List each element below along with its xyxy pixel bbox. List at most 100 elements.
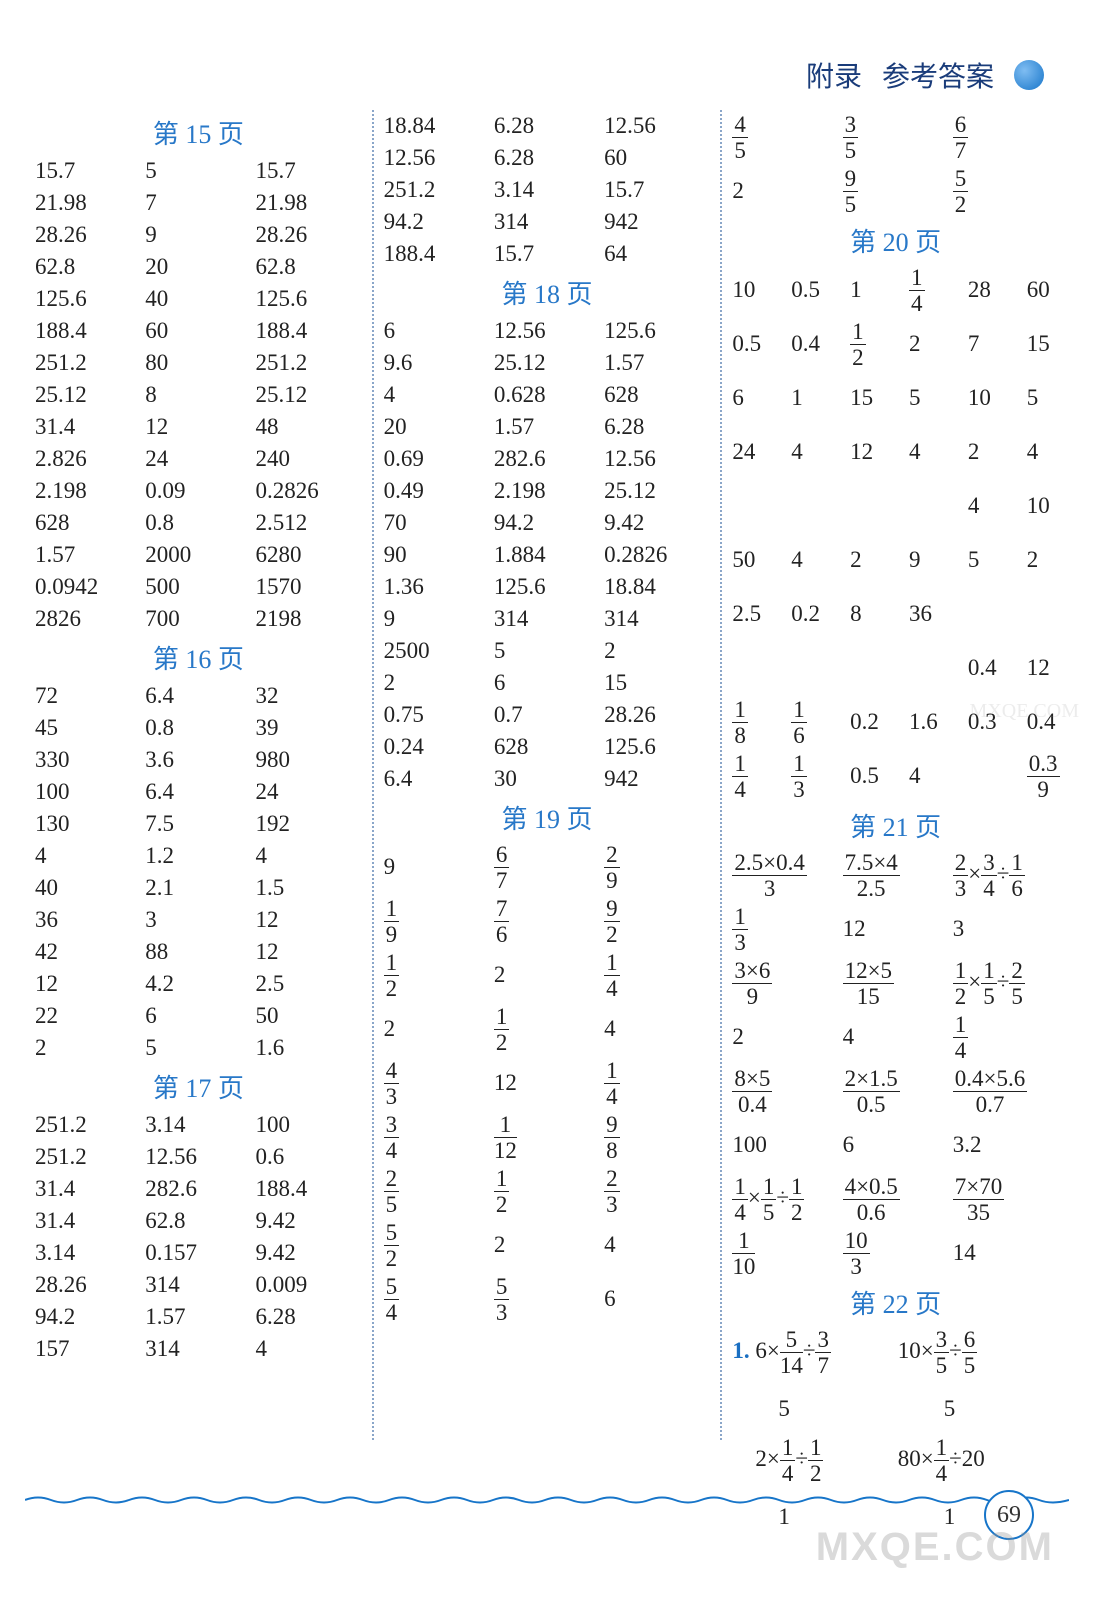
data-row: 62.82062.8 [33, 251, 364, 283]
data-row: 2124 [382, 1002, 713, 1056]
data-cell: 62.8 [143, 1207, 253, 1235]
data-cell: 4 [33, 842, 143, 870]
data-row: 14×15÷124×0.50.67×7035 [730, 1172, 1061, 1226]
data-cell: 188.4 [33, 317, 143, 345]
data-cell: 60 [1025, 276, 1084, 304]
data-cell: 12.56 [143, 1143, 253, 1171]
data-cell: 20 [382, 413, 492, 441]
data-cell: 0.09 [143, 477, 253, 505]
data-cell: 2.5×0.43 [730, 850, 840, 901]
data-cell: 2.5 [730, 600, 789, 628]
data-cell: 94.2 [492, 509, 602, 537]
data-cell: 1.2 [143, 842, 253, 870]
data-cell: 4 [907, 438, 966, 466]
data-cell: 100 [33, 778, 143, 806]
data-cell: 0.5 [730, 330, 789, 358]
data-cell: 0.2 [789, 600, 848, 628]
data-cell: 12.56 [382, 144, 492, 172]
data-row: 3.140.1579.42 [33, 1237, 364, 1269]
data-cell: 2×1.50.5 [841, 1066, 951, 1117]
data-cell: 52 [382, 1220, 492, 1271]
data-cell: 1.57 [143, 1303, 253, 1331]
data-cell: 314 [143, 1335, 253, 1363]
data-cell [730, 667, 789, 669]
data-cell: 6 [143, 1002, 253, 1030]
data-row: 100.51142860 [730, 263, 1061, 317]
data-cell: 8×50.4 [730, 1066, 840, 1117]
data-row: 428812 [33, 936, 364, 968]
data-cell: 9.6 [382, 349, 492, 377]
data-cell: 1 [789, 384, 848, 412]
data-cell: 6.4 [143, 778, 253, 806]
data-cell: 54 [382, 1274, 492, 1325]
data-cell: 2.5 [253, 970, 363, 998]
data-cell: 100 [730, 1131, 840, 1159]
data-cell: 62.8 [33, 253, 143, 281]
data-cell: 125.6 [33, 285, 143, 313]
data-cell: 6 [602, 1285, 712, 1313]
data-row: 1006.424 [33, 776, 364, 808]
data-cell: 0.75 [382, 701, 492, 729]
data-cell: 6 [841, 1131, 951, 1159]
data-cell: 92 [602, 896, 712, 947]
data-row: 9.625.121.57 [382, 347, 713, 379]
data-cell: 188.4 [253, 1175, 363, 1203]
header-dot-icon [1014, 60, 1044, 90]
data-cell: 4 [253, 1335, 363, 1363]
data-row: 251.23.1415.7 [382, 174, 713, 206]
data-row: 251.6 [33, 1032, 364, 1064]
data-cell: 2.198 [33, 477, 143, 505]
data-cell: 25.12 [492, 349, 602, 377]
data-cell: 2 [730, 1023, 840, 1051]
data-cell: 5 [896, 1388, 1061, 1424]
data-cell: 28.26 [602, 701, 712, 729]
data-cell: 628 [602, 381, 712, 409]
data-cell: 4 [382, 381, 492, 409]
data-row: 431214 [382, 1056, 713, 1110]
data-cell: 1.57 [492, 413, 602, 441]
data-cell: 125.6 [602, 733, 712, 761]
data-cell: 500 [143, 573, 253, 601]
data-cell: 3 [951, 915, 1061, 943]
data-row: 6.430942 [382, 763, 713, 795]
section-title: 第 22 页 [730, 1284, 1061, 1321]
data-cell: 1.57 [602, 349, 712, 377]
data-cell: 13 [789, 751, 848, 802]
data-cell: 25.12 [33, 381, 143, 409]
data-cell: 1.57 [33, 541, 143, 569]
column: 18.846.2812.5612.566.2860251.23.1415.794… [372, 110, 721, 1440]
data-cell: 23 [602, 1166, 712, 1217]
data-cell: 0.7 [492, 701, 602, 729]
data-cell: 1.6 [253, 1034, 363, 1062]
data-cell: 14 [730, 751, 789, 802]
data-cell: 2198 [253, 605, 363, 633]
data-cell: 30 [492, 765, 602, 793]
data-cell: 64 [602, 240, 712, 268]
data-cell: 330 [33, 746, 143, 774]
data-row: 251223 [382, 1164, 713, 1218]
data-cell: 1.5 [253, 874, 363, 902]
section-title: 第 17 页 [33, 1068, 364, 1105]
data-row: 25.12825.12 [33, 379, 364, 411]
data-row: 5 5 [730, 1379, 1061, 1433]
data-row: 2×14÷1280×14÷20 [730, 1433, 1061, 1487]
data-cell: 12×515 [841, 958, 951, 1009]
data-row: 1573144 [33, 1333, 364, 1365]
data-cell: 251.2 [33, 349, 143, 377]
data-cell: 2 [492, 961, 602, 989]
data-row: 28.26928.26 [33, 219, 364, 251]
data-row: 31.462.89.42 [33, 1205, 364, 1237]
data-cell: 48 [253, 413, 363, 441]
data-cell: 9 [382, 853, 492, 881]
data-cell: 314 [492, 605, 602, 633]
data-row: 1307.5192 [33, 808, 364, 840]
data-cell [1025, 613, 1084, 615]
data-cell: 282.6 [492, 445, 602, 473]
data-row: 197692 [382, 894, 713, 948]
data-cell: 103 [841, 1228, 951, 1279]
data-cell [848, 667, 907, 669]
data-cell: 2826 [33, 605, 143, 633]
data-row: 250052 [382, 635, 713, 667]
data-cell: 2 [730, 177, 840, 205]
data-row: 12.566.2860 [382, 142, 713, 174]
